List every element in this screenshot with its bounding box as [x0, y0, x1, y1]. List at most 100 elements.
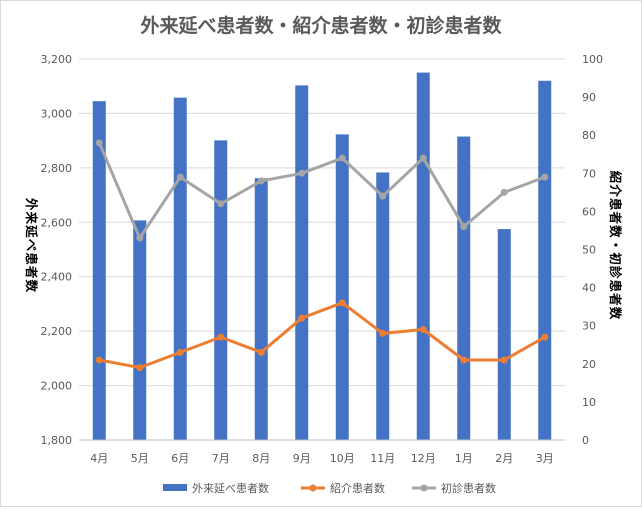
legend: 外来延べ患者数 紹介患者数 初診患者数 — [163, 481, 496, 495]
line-point — [217, 200, 225, 208]
x-tick-label: 4月 — [90, 452, 108, 465]
y-left-tick-label: 2,400 — [41, 271, 73, 284]
x-tick-label: 9月 — [293, 452, 311, 465]
y-right-axis-title: ・ — [608, 239, 623, 252]
y-right-axis-title: 患 — [608, 280, 623, 293]
y-right-tick-label: 50 — [582, 244, 596, 257]
y-right-axis-title: 紹 — [608, 171, 623, 184]
y-right-axis-title: 患 — [608, 198, 623, 211]
x-tick-label: 3月 — [536, 452, 554, 465]
line-point — [419, 326, 427, 334]
y-right-tick-label: 0 — [582, 434, 589, 447]
line-point — [460, 356, 468, 364]
x-tick-label: 10月 — [330, 452, 355, 465]
bar — [335, 134, 349, 440]
bar — [254, 178, 268, 440]
line-point — [136, 234, 144, 242]
x-tick-label: 5月 — [131, 452, 149, 465]
bar — [133, 220, 147, 440]
line-point — [217, 333, 225, 341]
y-left-tick-label: 3,000 — [41, 107, 73, 120]
line-point — [500, 356, 508, 364]
y-left-axis-title: 来 — [24, 211, 39, 225]
line-point — [95, 139, 103, 147]
y-right-axis-title: 診 — [608, 266, 623, 279]
x-tick-label: 7月 — [212, 452, 230, 465]
axes: 1,800 2,000 2,200 2,400 2,600 2,800 3,000 3,200… — [24, 53, 623, 465]
y-left-axis-title: 患 — [24, 252, 39, 265]
y-left-axis-title: 外 — [24, 197, 39, 211]
line-point — [541, 173, 549, 181]
bar — [173, 97, 187, 440]
legend-swatch — [163, 484, 187, 491]
legend-label: 初診患者数 — [441, 481, 496, 495]
bar — [92, 101, 106, 441]
bar — [497, 229, 511, 440]
line-point — [95, 356, 103, 364]
y-right-axis-title: 数 — [608, 224, 623, 238]
line-point — [379, 192, 387, 200]
line-point — [257, 177, 265, 185]
bar-series — [92, 72, 552, 441]
y-right-tick-label: 20 — [582, 358, 596, 371]
x-tick-label: 11月 — [370, 452, 395, 465]
bar — [376, 172, 390, 440]
bar — [416, 72, 430, 440]
line-point — [136, 364, 144, 372]
line-point — [541, 333, 549, 341]
bar — [214, 140, 228, 440]
y-left-tick-label: 3,200 — [41, 53, 73, 66]
legend-marker — [420, 484, 428, 492]
y-left-tick-label: 2,600 — [41, 216, 73, 229]
y-left-axis-title: べ — [24, 239, 39, 252]
series-line — [98, 301, 546, 370]
y-right-tick-label: 30 — [582, 320, 596, 333]
y-right-axis-title: 者 — [608, 292, 623, 306]
y-left-tick-label: 2,200 — [41, 325, 73, 338]
line-point — [257, 348, 265, 356]
legend-label: 外来延べ患者数 — [192, 482, 269, 495]
series-line — [97, 142, 546, 240]
y-right-tick-label: 100 — [582, 53, 603, 66]
bar — [457, 136, 471, 440]
y-left-tick-label: 1,800 — [41, 434, 73, 447]
bar — [295, 85, 309, 440]
line-point — [338, 299, 346, 307]
y-right-axis-title: 者 — [608, 211, 623, 225]
y-right-tick-label: 10 — [582, 396, 596, 409]
line-point — [176, 173, 184, 181]
line-series — [95, 139, 549, 372]
y-left-axis-title: 数 — [24, 279, 39, 293]
line-point — [419, 154, 427, 162]
y-right-axis-title: 初 — [608, 252, 623, 265]
x-tick-label: 8月 — [252, 452, 270, 465]
y-right-axis-title: 数 — [608, 306, 623, 320]
y-right-tick-label: 60 — [582, 205, 596, 218]
y-right-axis-title: 介 — [608, 183, 623, 197]
y-right-tick-label: 90 — [582, 91, 596, 104]
line-point — [298, 169, 306, 177]
line-point — [500, 188, 508, 196]
y-left-axis-title: 者 — [24, 265, 39, 279]
legend-label: 紹介患者数 — [330, 482, 385, 495]
line-point — [338, 154, 346, 162]
y-left-tick-label: 2,000 — [41, 380, 73, 393]
bar — [538, 80, 552, 441]
x-tick-label: 1月 — [455, 452, 473, 465]
x-tick-label: 2月 — [495, 452, 513, 465]
line-point — [176, 348, 184, 356]
line-point — [298, 314, 306, 322]
x-tick-label: 12月 — [411, 452, 436, 465]
legend-marker — [309, 484, 317, 492]
y-left-tick-label: 2,800 — [41, 162, 73, 175]
y-right-tick-label: 40 — [582, 282, 596, 295]
y-left-axis-title: 延 — [24, 224, 39, 238]
line-point — [379, 329, 387, 337]
y-right-tick-label: 70 — [582, 167, 596, 180]
chart-title: 外来延べ患者数・紹介患者数・初診患者数 — [140, 14, 502, 37]
gridlines — [79, 58, 565, 441]
y-right-tick-label: 80 — [582, 129, 596, 142]
line-point — [460, 223, 468, 231]
